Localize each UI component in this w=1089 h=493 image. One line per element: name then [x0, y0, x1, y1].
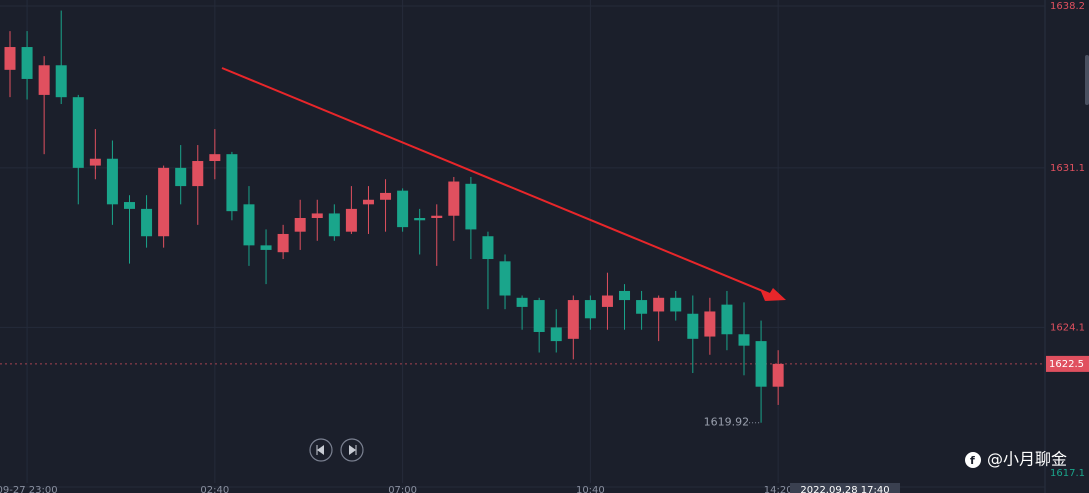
candle-body — [550, 327, 562, 342]
replay-back[interactable] — [309, 438, 333, 462]
candle-body — [687, 313, 699, 339]
watermark-icon: f — [970, 454, 975, 467]
candle-body — [209, 154, 221, 162]
candle-body — [175, 167, 187, 187]
candle-body — [38, 65, 50, 95]
arrow-head — [765, 288, 786, 301]
watermark-text: @小月聊金 — [987, 450, 1067, 469]
candle-body — [123, 202, 135, 209]
scrollbar[interactable] — [1085, 55, 1089, 105]
candle-body — [482, 236, 494, 260]
y-tick-label: 1617.1 — [1050, 468, 1085, 479]
candle-body — [755, 341, 767, 387]
candle-body — [226, 154, 238, 212]
candle-body — [584, 300, 596, 319]
candle-body — [141, 208, 153, 237]
candle-body — [533, 300, 545, 332]
candle-body — [311, 213, 323, 219]
candle-body — [619, 290, 631, 301]
candle-body — [158, 167, 170, 237]
candle-body — [431, 215, 443, 219]
candle-body — [294, 218, 306, 232]
y-tick-label: 1624.1 — [1050, 322, 1085, 333]
candle-body — [670, 297, 682, 312]
candle-body — [567, 300, 579, 339]
x-tick-label: 02:40 — [200, 485, 229, 493]
trend-arrow — [221, 67, 771, 295]
candle-body — [448, 181, 460, 216]
candle-body — [362, 199, 374, 205]
candle-body — [345, 208, 357, 232]
x-tick-label: 10:40 — [576, 485, 605, 493]
arrow-shaft-end — [760, 289, 770, 301]
candle-body — [414, 218, 426, 221]
candle-body — [55, 65, 67, 98]
candle-body — [772, 363, 784, 387]
candle-body — [721, 304, 733, 335]
low-label: 1619.92 — [704, 416, 750, 429]
crosshair-tag — [790, 483, 900, 493]
candle-body — [499, 261, 511, 296]
candle-body — [738, 334, 750, 346]
y-tick-label: 1631.1 — [1050, 163, 1085, 174]
candle-body — [4, 47, 16, 70]
replay-forward[interactable] — [340, 438, 364, 462]
candle-body — [328, 213, 340, 237]
candle-body — [397, 190, 409, 228]
candle-body — [106, 158, 118, 205]
candle-body — [601, 295, 613, 307]
crosshair-label: 2022.09.28 17:40 — [800, 485, 889, 493]
x-tick-label: 09-27 23:00 — [0, 485, 58, 493]
candle-body — [72, 97, 84, 168]
last-price-tag — [1046, 355, 1089, 372]
x-tick-label: 14:20 — [764, 485, 793, 493]
candle-body — [704, 311, 716, 337]
candle-body — [89, 158, 101, 166]
candle-body — [243, 204, 255, 246]
candle-body — [636, 300, 648, 314]
candle-body — [380, 192, 392, 200]
candle-body — [516, 297, 528, 307]
x-tick-label: 07:00 — [388, 485, 417, 493]
candle-body — [260, 245, 272, 250]
candle-body — [465, 183, 477, 230]
candle-body — [277, 233, 289, 253]
y-tick-label: 1638.2 — [1050, 1, 1085, 12]
watermark: f @小月聊金 — [965, 450, 1067, 469]
candle-body — [653, 297, 665, 312]
candle-body — [192, 161, 204, 187]
candle-body — [21, 47, 33, 79]
last-price-label: 1622.5 — [1049, 359, 1084, 370]
